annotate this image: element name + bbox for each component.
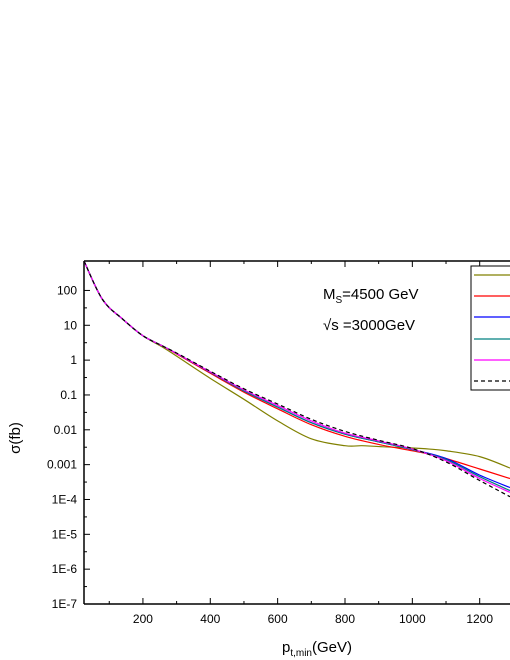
ms-annotation-sub: S [336,295,343,306]
legend [470,265,510,391]
x-tick-label-400: 400 [200,612,220,626]
y-tick-label: 1 [70,353,77,367]
series-line-1 [84,261,510,469]
ms-annotation-rest: =4500 GeV [342,286,418,303]
x-tick-label-1000: 1000 [399,612,426,626]
y-tick-label: 100 [57,283,77,297]
legend-box [470,265,510,391]
y-tick-label: 0.1 [60,388,77,402]
y-tick-label: 1E-6 [52,562,78,576]
ms-annotation: MS=4500 GeV [323,286,418,306]
sqrt-s-annotation: √s =3000GeV [323,317,415,334]
x-tick-label-1200: 1200 [466,612,493,626]
plot-frame [83,260,510,605]
y-tick-label: 1E-4 [52,492,78,506]
series-layer [84,261,510,498]
x-tick-label-200: 200 [133,612,153,626]
y-tick-label: 1E-7 [52,597,78,611]
x-axis-title-main: p [282,639,290,656]
x-axis-title-unit: (GeV) [312,639,352,656]
y-axis-title: σ(fb) [7,422,24,454]
y-tick-label: 0.001 [47,458,77,472]
y-tick-label: 10 [64,318,78,332]
legend-swatches [474,274,510,382]
series-line-3 [84,261,510,489]
series-line-6 [84,261,510,498]
x-axis-title: pt,min(GeV) [282,639,352,659]
series-line-2 [84,261,510,480]
x-tick-label-600: 600 [268,612,288,626]
y-tick-label: 1E-5 [52,527,78,541]
ms-annotation-main: M [323,286,336,303]
y-tick-label: 0.01 [54,423,78,437]
x-tick-label-800: 800 [335,612,355,626]
y-ticks: 100 10 1 0.1 0.01 0.001 1E-4 1E-5 1E-6 1E-7 [47,283,90,611]
x-ticks: 200 400 600 800 1000 1200 [108,261,493,626]
series-line-5 [84,261,510,493]
x-axis-title-sub: t,min [290,648,312,659]
series-line-4 [84,261,510,492]
